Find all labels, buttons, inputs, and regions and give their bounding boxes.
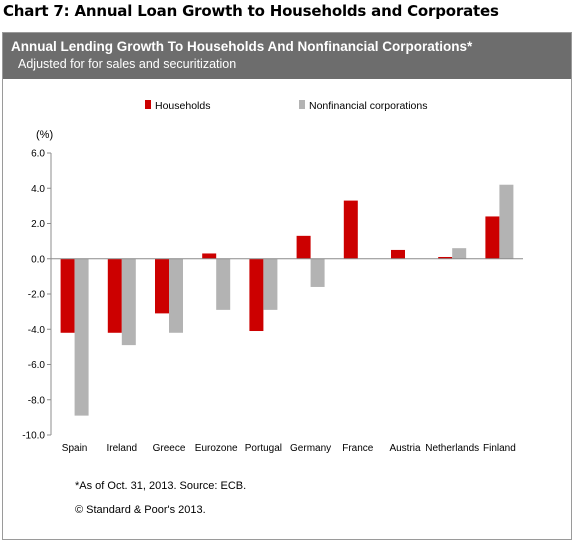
x-tick-label: Spain xyxy=(62,443,88,454)
x-tick-label: Eurozone xyxy=(195,443,238,454)
bar-corporations xyxy=(263,258,278,310)
y-tick-label: -10.0 xyxy=(22,431,45,442)
bar-households xyxy=(438,256,453,259)
x-tick-label: Finland xyxy=(483,443,516,454)
y-tick-label: -8.0 xyxy=(28,395,46,406)
legend-swatch xyxy=(145,100,151,109)
bar-households xyxy=(391,249,405,259)
y-tick-label: 6.0 xyxy=(31,149,45,160)
bar-corporations xyxy=(169,258,183,333)
y-tick-label: 2.0 xyxy=(31,219,45,230)
legend-label: Nonfinancial corporations xyxy=(309,100,427,112)
y-tick-label: -2.0 xyxy=(28,290,46,301)
y-tick-label: 0.0 xyxy=(31,254,45,265)
copyright: © Standard & Poor's 2013. xyxy=(75,504,206,516)
bar-corporations xyxy=(121,258,136,346)
legend-label: Households xyxy=(155,100,210,112)
chart-subtitle: Adjusted for for sales and securitizatio… xyxy=(18,57,237,71)
bar-corporations xyxy=(74,258,89,416)
bar-households xyxy=(343,200,358,259)
footnote: *As of Oct. 31, 2013. Source: ECB. xyxy=(75,480,247,492)
bar-households xyxy=(249,258,264,332)
x-tick-label: Austria xyxy=(389,443,421,454)
bar-chart: (%) 6.0 4.0 2.0 0.0 -2.0 -4.0 -6.0 -8.0 -10.0 Spai… xyxy=(22,100,523,454)
page-title: Chart 7: Annual Loan Growth to Household… xyxy=(3,2,499,20)
chart-frame: Annual Lending Growth To Households And … xyxy=(2,32,572,540)
bar-households xyxy=(296,235,311,259)
bar-households xyxy=(107,258,122,333)
bar-corporations xyxy=(216,258,231,310)
bar-households xyxy=(155,258,169,314)
y-tick-label: 4.0 xyxy=(31,184,45,195)
bar-households xyxy=(60,258,75,333)
bar-households xyxy=(202,253,217,259)
x-tick-label: France xyxy=(342,443,374,454)
bar-corporations xyxy=(452,248,467,259)
bar-corporations xyxy=(499,184,514,259)
x-tick-label: Germany xyxy=(290,443,331,454)
legend-swatch xyxy=(299,100,305,109)
y-tick-label: -6.0 xyxy=(28,360,46,371)
chart-header-band: Annual Lending Growth To Households And … xyxy=(3,33,571,79)
bar-corporations xyxy=(310,258,325,287)
x-tick-label: Netherlands xyxy=(425,443,479,454)
x-tick-label: Portugal xyxy=(245,443,282,454)
bar-households xyxy=(485,216,500,259)
x-tick-label: Greece xyxy=(153,443,186,454)
x-tick-label: Ireland xyxy=(107,443,138,454)
y-axis-label: (%) xyxy=(36,129,53,141)
chart-title: Annual Lending Growth To Households And … xyxy=(11,39,473,54)
y-tick-label: -4.0 xyxy=(28,325,46,336)
